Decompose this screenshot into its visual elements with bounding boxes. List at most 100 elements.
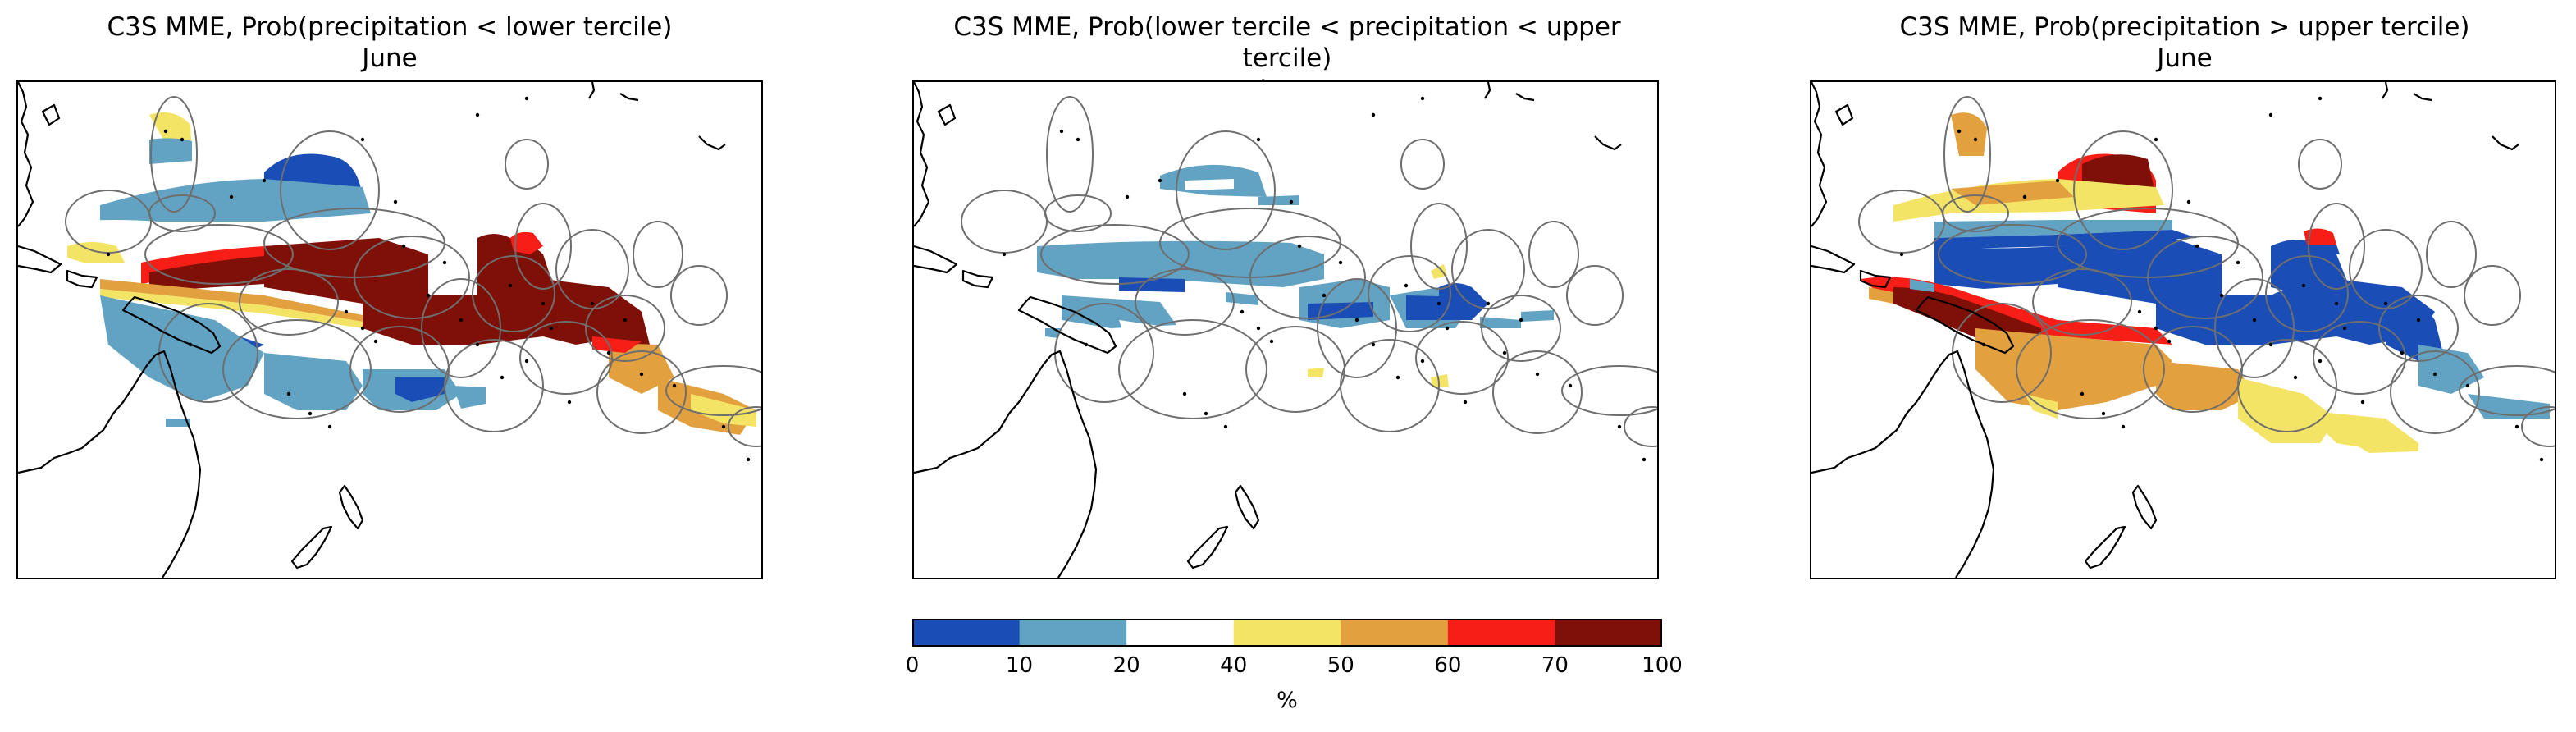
eez-boundary (1561, 365, 1657, 416)
eez-boundary (1249, 236, 1366, 319)
island-dot (2080, 391, 2085, 396)
island-dot (1420, 96, 1425, 101)
island-dot (1084, 342, 1089, 347)
map-panel-below-normal (16, 80, 763, 579)
panel-3-title-line2: June (2157, 43, 2213, 73)
probability-area (1258, 195, 1299, 205)
eez-boundary (1340, 339, 1440, 432)
island-dot (500, 375, 505, 380)
eez-boundary (1938, 224, 2087, 285)
island-dot (1642, 457, 1647, 462)
island-dot (1436, 301, 1441, 306)
eez-boundary (2459, 365, 2555, 416)
island-dot (2219, 293, 2224, 298)
island-dot (2186, 199, 2191, 204)
eez-boundary (421, 278, 501, 378)
island-dot (639, 372, 644, 377)
eez-boundary (239, 268, 339, 336)
eez-boundary (2265, 255, 2349, 332)
island-dot (2342, 326, 2347, 331)
eez-boundary (1400, 139, 1445, 190)
island-dot (475, 112, 480, 117)
island-dot (549, 326, 554, 331)
new-zealand-north (2131, 484, 2158, 530)
island-dot (459, 318, 464, 323)
island-dot (1076, 137, 1080, 142)
eez-boundary (1040, 224, 1190, 285)
island-dot (1240, 309, 1245, 314)
probability-area (166, 419, 190, 427)
island-dot (2195, 244, 2199, 249)
eez-boundary (1858, 190, 1945, 254)
island-dot (286, 391, 291, 396)
new-zealand-south (2084, 525, 2126, 570)
island-dot (2268, 112, 2273, 117)
island-dot (2154, 137, 2158, 142)
eez-boundary (519, 321, 613, 395)
new-zealand-south (290, 525, 333, 570)
island-dot (360, 326, 365, 331)
island-dot (1519, 318, 1523, 323)
island-dot (1463, 400, 1468, 405)
island-dot (1269, 339, 1274, 344)
probability-area (395, 377, 445, 402)
land-outlines (18, 82, 726, 578)
island-dot (2252, 318, 2257, 323)
probability-area (1480, 317, 1521, 328)
island-dot (1204, 411, 1208, 416)
colorbar (912, 619, 1662, 647)
panel-1-title-line1: C3S MME, Prob(precipitation < lower terc… (107, 12, 673, 42)
philippines-coast (18, 82, 34, 227)
island-dot (1289, 199, 1294, 204)
taiwan-coast (1834, 103, 1854, 126)
eez-boundary (1481, 295, 1561, 362)
eez-boundary (144, 224, 294, 285)
colorbar-segment (1447, 619, 1555, 647)
new-zealand-north (338, 484, 364, 530)
probability-area (2304, 228, 2336, 245)
eez-boundary (2073, 130, 2173, 250)
island-dot (2360, 400, 2365, 405)
island-dot (524, 359, 529, 364)
philippines-coast (914, 82, 930, 227)
colorbar-tick-label: 100 (1642, 653, 1683, 678)
probability-area (1439, 283, 1488, 320)
eez-boundary (2016, 319, 2165, 419)
eez-boundary (2032, 268, 2132, 336)
eez-boundary (2426, 221, 2477, 288)
colorbar-tick-label: 20 (1112, 653, 1140, 678)
eez-boundary (1528, 221, 1579, 288)
probability-area (1431, 264, 1447, 279)
eez-boundary (2464, 265, 2521, 326)
island-dot (1395, 375, 1400, 380)
island-dot (308, 411, 313, 416)
eez-boundary (1317, 278, 1397, 378)
eez-boundary (349, 326, 450, 413)
island-dot (1535, 372, 1540, 377)
eez-boundary (1245, 326, 1345, 413)
island-dot (1617, 424, 1622, 429)
eez-boundary (2214, 278, 2295, 378)
eez-boundary (2349, 229, 2423, 309)
japan-coast (2382, 82, 2432, 102)
probability-area (1308, 368, 1324, 377)
island-dot (1568, 383, 1573, 388)
eez-boundary (150, 96, 198, 213)
island-dot (393, 199, 398, 204)
panel-2-title-line1: C3S MME, Prob(lower tercile < precipitat… (953, 12, 1621, 73)
island-dot (2334, 301, 2339, 306)
island-dot (1371, 342, 1376, 347)
island-dot (2318, 359, 2323, 364)
island-dot (1973, 137, 1978, 142)
eez-boundary (514, 203, 572, 290)
eez-boundary (2298, 139, 2342, 190)
island-dot (606, 350, 611, 355)
island-dot (2022, 194, 2027, 199)
island-dot (2416, 318, 2421, 323)
island-dot (163, 129, 168, 134)
taiwan-coast (41, 103, 61, 126)
probability-area (1951, 112, 1987, 156)
island-dot (746, 457, 751, 462)
probability-area (1119, 320, 1176, 353)
eez-boundary (728, 406, 761, 447)
